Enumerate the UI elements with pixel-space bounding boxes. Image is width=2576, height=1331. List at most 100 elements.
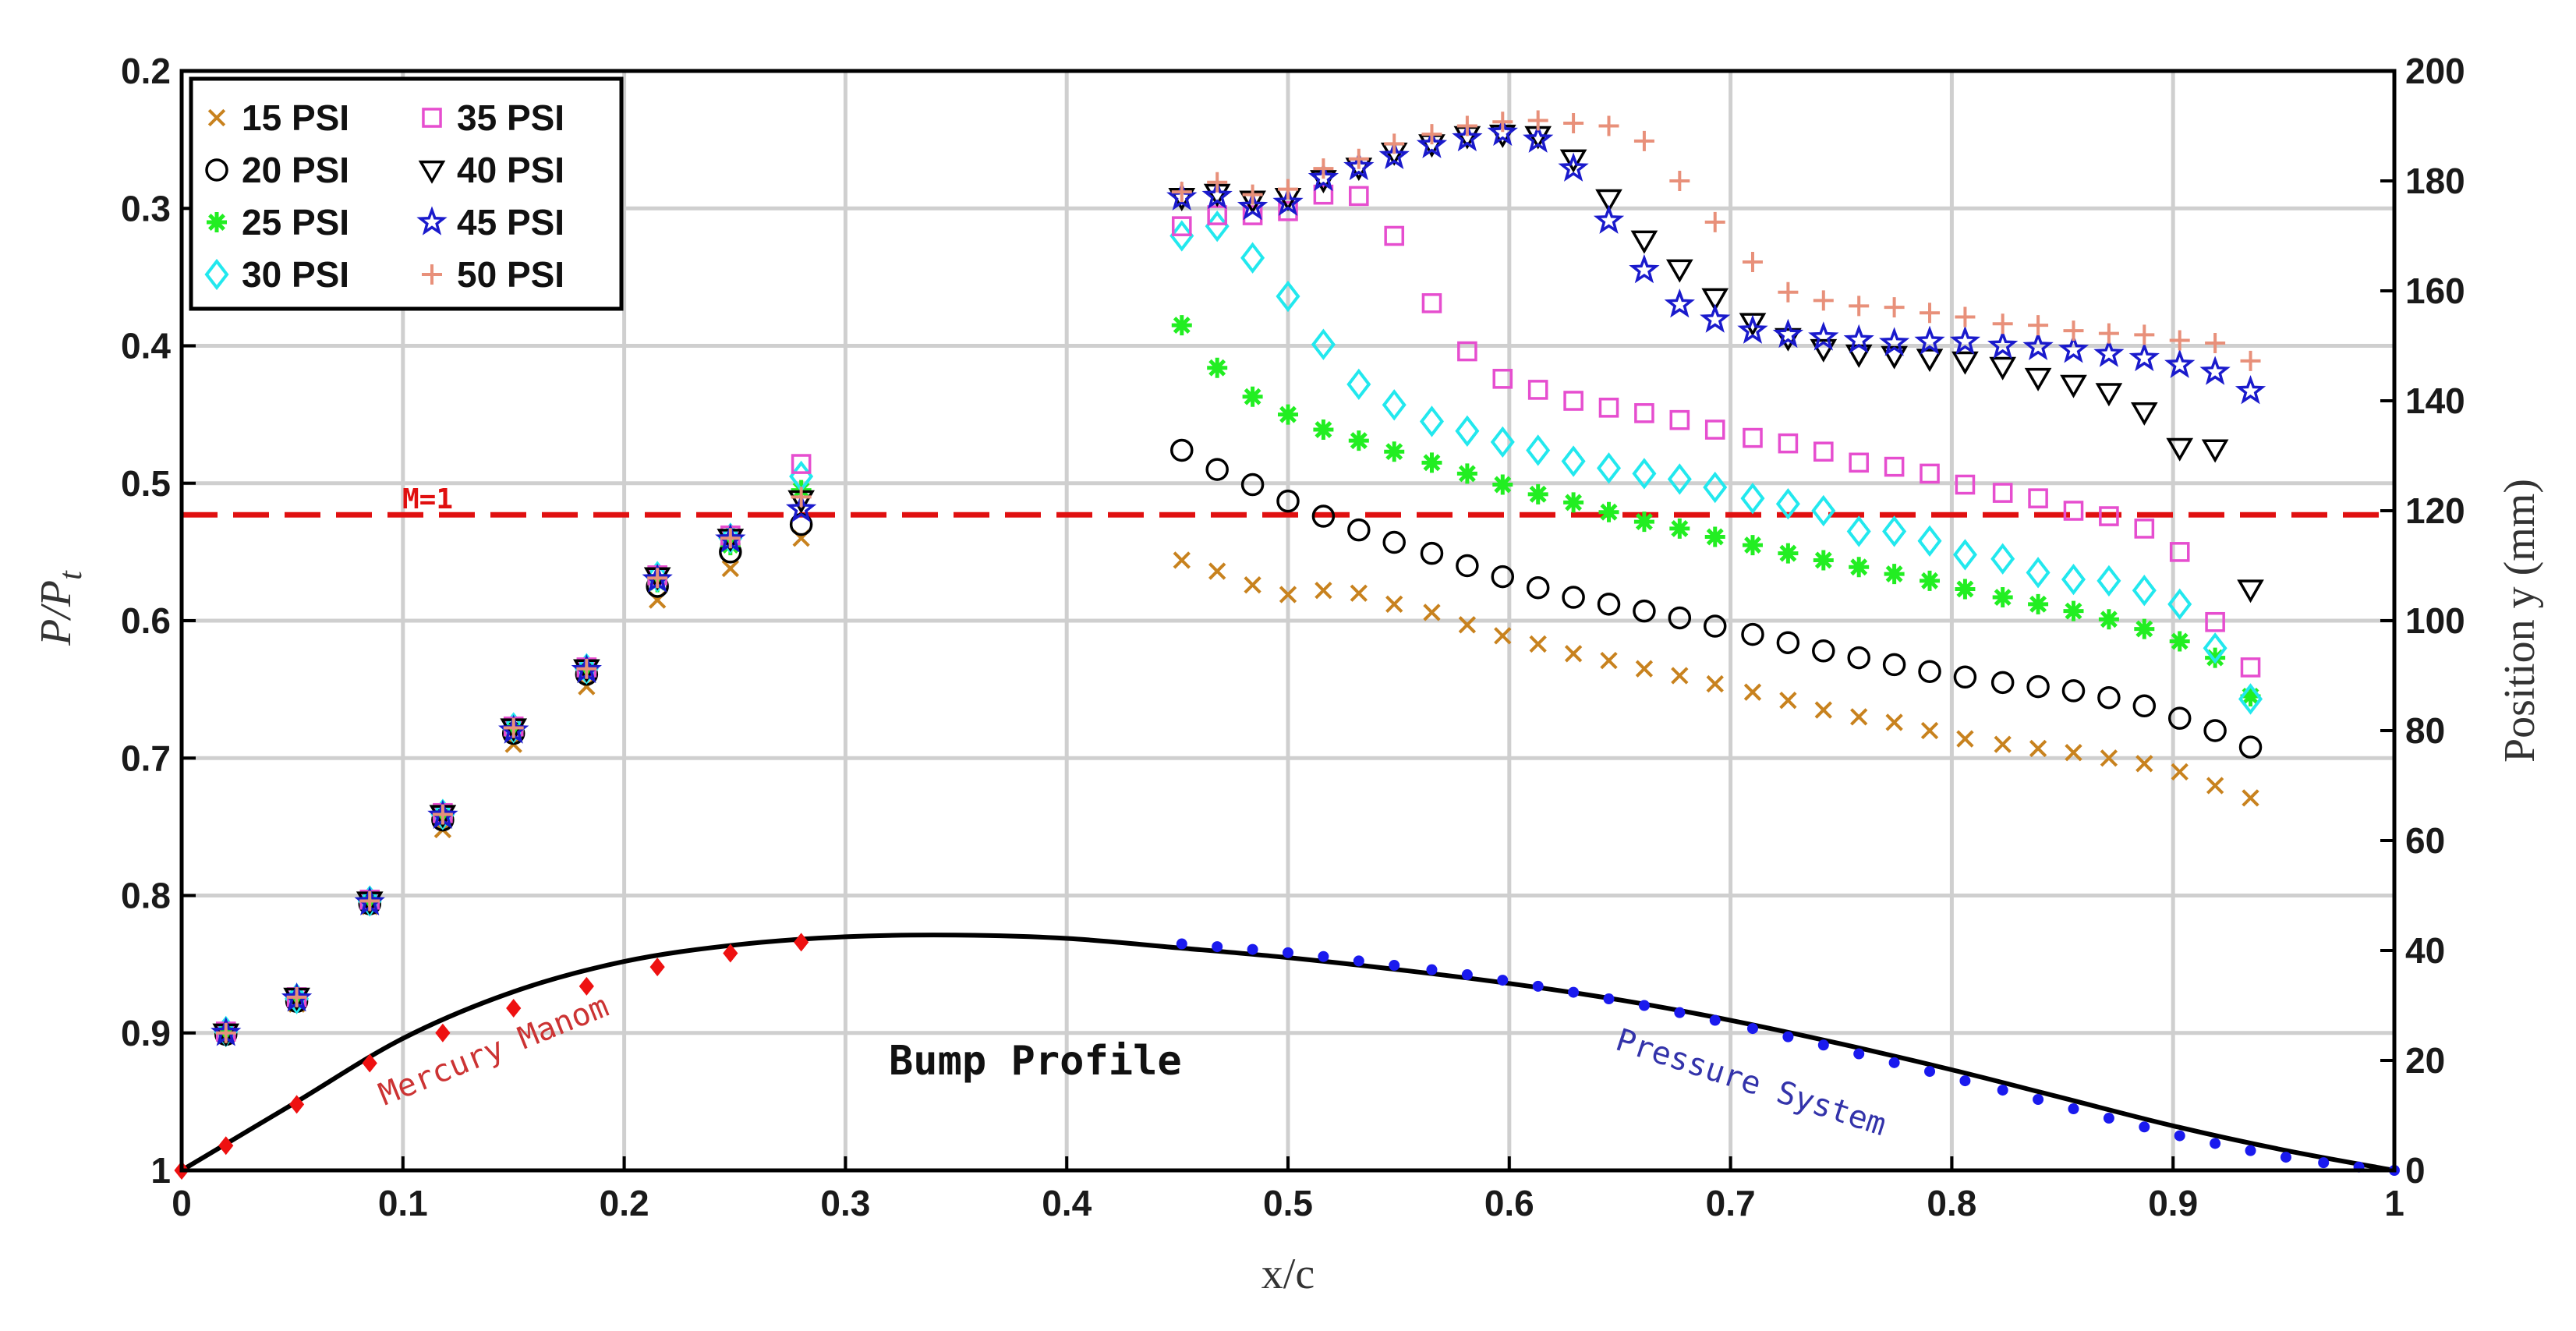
legend-label: 30 PSI: [242, 254, 349, 295]
data-point: [2167, 706, 2192, 730]
legend-marker: [422, 108, 442, 128]
pressure-tap-marker: [2139, 1121, 2150, 1133]
legend-label: 45 PSI: [457, 202, 564, 242]
y-left-tick-label: 0.7: [121, 738, 171, 778]
data-point: [1811, 494, 1836, 527]
y-left-tick-label: 0.8: [121, 876, 171, 916]
data-point: [2097, 565, 2121, 597]
pressure-tap-marker: [1709, 1014, 1721, 1026]
data-point: [2205, 647, 2226, 668]
data-point: [1633, 599, 1656, 623]
data-point: [1458, 616, 1477, 634]
data-point: [1348, 430, 1369, 451]
x-tick-label: 0.6: [1484, 1183, 1534, 1223]
data-point: [1630, 230, 1658, 254]
data-point: [1882, 653, 1906, 677]
data-point: [1956, 730, 1974, 748]
data-point: [1706, 674, 1724, 693]
data-point: [1847, 646, 1870, 670]
data-point: [1813, 290, 1834, 311]
data-point: [1348, 148, 1369, 169]
data-point: [1384, 133, 1405, 154]
mercury-tap-marker: [723, 943, 738, 963]
y-right-tick-label: 120: [2405, 490, 2465, 531]
pressure-tap-marker: [1283, 947, 1293, 958]
data-point: [1240, 242, 1265, 274]
data-point: [1703, 614, 1727, 638]
pressure-tap-marker: [1853, 1048, 1865, 1060]
data-point: [2061, 679, 2086, 703]
data-point: [1416, 129, 1448, 158]
data-point: [1778, 433, 1799, 454]
data-point: [1884, 564, 1905, 585]
legend-marker: [205, 158, 228, 182]
data-point: [1523, 123, 1554, 153]
y-left-tick-label: 1: [150, 1150, 171, 1191]
data-point: [1385, 595, 1403, 614]
data-point: [359, 890, 380, 912]
x-tick-label: 0.7: [1706, 1183, 1756, 1223]
data-point: [1171, 315, 1192, 336]
data-point: [1878, 327, 1910, 356]
data-point: [1849, 452, 1870, 473]
pressure-tap-marker: [1532, 980, 1544, 992]
data-point: [2134, 324, 2155, 345]
data-point: [2132, 694, 2157, 718]
y-left-tick-label: 0.3: [121, 188, 171, 228]
data-point: [1208, 562, 1226, 580]
data-point: [2169, 631, 2190, 652]
pressure-tap-marker: [1353, 955, 1364, 967]
y-left-axis-title: P/Pt: [32, 570, 89, 646]
data-point: [1492, 112, 1513, 133]
data-point: [1850, 708, 1868, 726]
y-left-axis-title-main: P/P: [32, 580, 80, 646]
data-point: [1772, 318, 1804, 349]
data-point: [1776, 631, 1800, 654]
pressure-tap-marker: [2068, 1103, 2079, 1115]
legend-marker: [416, 206, 448, 235]
data-point: [1990, 543, 2015, 575]
data-point: [1671, 667, 1689, 685]
data-point: [1700, 303, 1731, 333]
data-point: [1598, 115, 1619, 136]
data-point: [1242, 386, 1263, 407]
data-point: [1276, 489, 1300, 513]
data-point: [1242, 184, 1263, 205]
data-point: [2169, 330, 2190, 351]
data-point: [1384, 441, 1405, 462]
y-left-axis-ticks: 0.2 0.3 0.4 0.5 0.6 0.7 0.8 0.9 1: [121, 51, 196, 1191]
data-point: [1278, 179, 1298, 200]
data-point: [1920, 463, 1940, 484]
legend-label: 20 PSI: [242, 150, 349, 190]
pressure-tap-marker: [1674, 1007, 1686, 1018]
data-point: [1278, 404, 1298, 425]
data-point: [1953, 665, 1977, 689]
mercury-tap-marker: [435, 1023, 451, 1042]
data-point: [1955, 474, 1976, 495]
data-point: [1994, 735, 2012, 753]
data-point: [1918, 660, 1941, 683]
pressure-tap-marker: [1568, 986, 1580, 998]
data-point: [1920, 303, 1941, 324]
data-point: [1527, 110, 1548, 131]
pressure-tap-marker: [1212, 941, 1223, 953]
data-point: [1527, 483, 1548, 504]
data-point: [1563, 492, 1584, 513]
data-point: [1456, 554, 1479, 578]
pressure-tap-marker: [1888, 1057, 1900, 1068]
pressure-tap-marker: [1426, 964, 1438, 975]
pressure-tap-marker: [1603, 993, 1615, 1005]
data-point: [1917, 525, 1942, 557]
data-point: [1423, 604, 1441, 621]
data-point: [1491, 565, 1515, 589]
data-point: [1849, 557, 1870, 578]
legend-label: 50 PSI: [457, 254, 564, 295]
data-point: [1564, 645, 1583, 663]
mercury-tap-marker: [218, 1136, 234, 1156]
data-point: [1595, 189, 1622, 213]
data-point: [1171, 216, 1192, 236]
x-tick-label: 0.5: [1263, 1183, 1313, 1223]
data-point: [2203, 719, 2227, 742]
data-point: [1490, 426, 1515, 458]
pressure-tap-marker: [2280, 1152, 2291, 1163]
